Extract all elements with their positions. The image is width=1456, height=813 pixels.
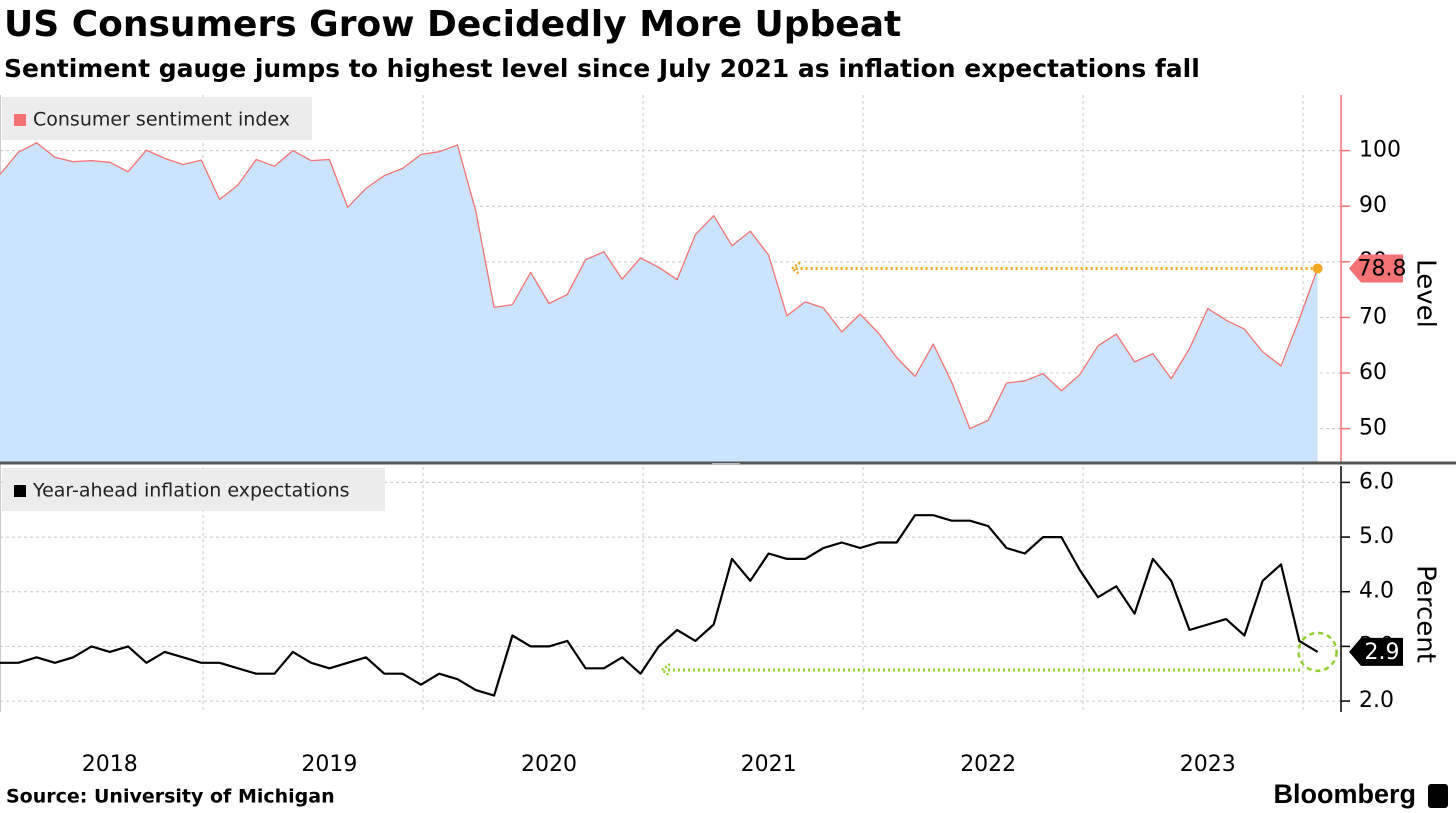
legend-label: Consumer sentiment index	[33, 109, 290, 131]
last-point	[1312, 263, 1323, 274]
y-tick-label: 100	[1359, 138, 1401, 163]
y-axis-title: Percent	[1411, 565, 1441, 663]
area-fill	[0, 142, 1318, 463]
chart-subtitle: Sentiment gauge jumps to highest level s…	[4, 54, 1200, 83]
annotation-arrowhead	[659, 663, 671, 677]
x-tick-label: 2023	[1180, 752, 1236, 777]
chart-title: US Consumers Grow Decidedly More Upbeat	[4, 4, 901, 45]
y-axis-title: Level	[1411, 259, 1441, 328]
y-tick-label: 60	[1359, 360, 1387, 385]
y-tick-label: 6.0	[1359, 469, 1394, 494]
y-tick-label: 50	[1359, 416, 1387, 441]
legend-box	[2, 97, 312, 140]
annotation-circle	[1297, 631, 1338, 673]
legend-swatch	[14, 485, 26, 497]
y-tick-label: 70	[1359, 304, 1387, 329]
last-value-box	[1349, 637, 1403, 666]
x-tick-label: 2018	[82, 752, 138, 777]
series-line	[0, 142, 1319, 430]
brand-icon	[1428, 784, 1448, 808]
source-note: Source: University of Michigan	[6, 786, 335, 808]
y-tick-label: 2.0	[1359, 688, 1394, 713]
x-tick-label: 2019	[301, 752, 357, 777]
annotation-arrowhead	[789, 261, 801, 276]
legend-label: Year-ahead inflation expectations	[32, 480, 350, 502]
legend-swatch	[14, 114, 26, 126]
x-tick-label: 2022	[960, 752, 1016, 777]
x-tick-label: 2021	[741, 752, 797, 777]
legend-box	[2, 468, 385, 511]
last-value-label: 78.8	[1358, 256, 1407, 281]
brand-logo: Bloomberg	[1273, 779, 1416, 809]
y-tick-label: 4.0	[1359, 579, 1394, 604]
y-tick-label: 90	[1359, 193, 1387, 218]
series-line	[0, 514, 1319, 697]
last-value-box	[1349, 254, 1403, 283]
y-tick-label: 5.0	[1359, 524, 1394, 549]
x-tick-label: 2020	[521, 752, 577, 777]
last-value-label: 2.9	[1365, 640, 1400, 665]
